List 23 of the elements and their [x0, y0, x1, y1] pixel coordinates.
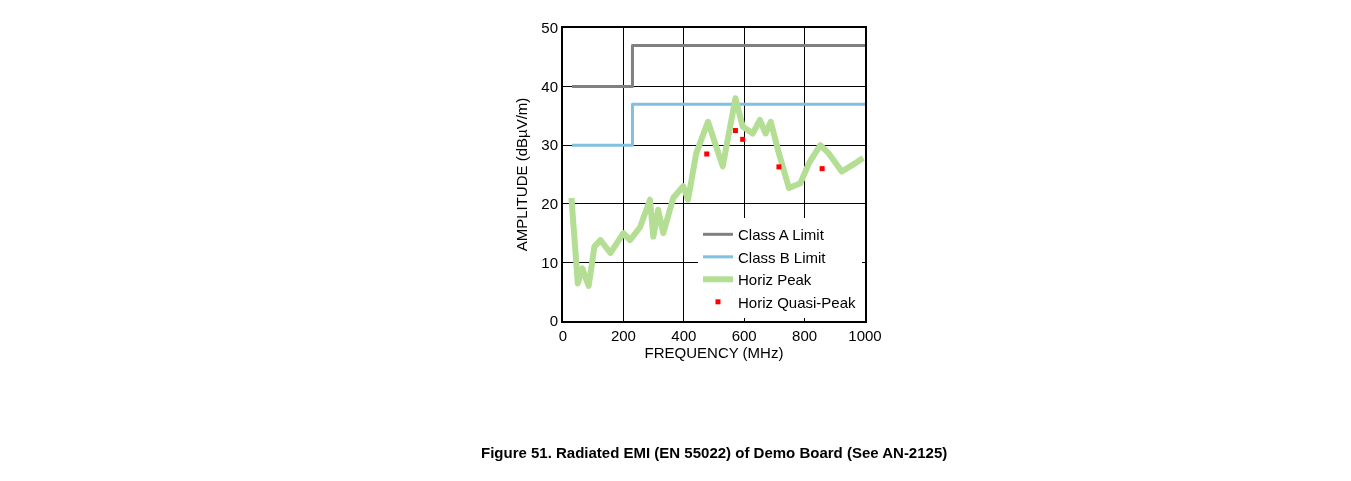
x-tick-label: 1000	[848, 327, 882, 344]
x-axis-title: FREQUENCY (MHz)	[644, 344, 784, 361]
legend-label: Class B Limit	[737, 248, 827, 266]
caption: Figure 51. Radiated EMI (EN 55022) of Demo Board (See AN-2125)	[481, 444, 948, 461]
y-tick-label: 40	[541, 77, 558, 95]
x-tick-label: 200	[610, 327, 636, 344]
x-tick-label: 400	[671, 327, 697, 344]
y-tick-label: 20	[541, 195, 558, 213]
legend-label: Class A Limit	[737, 226, 825, 244]
x-tick-label: 800	[792, 327, 818, 344]
y-tick-label: 10	[541, 253, 558, 271]
point	[704, 151, 710, 157]
y-tick-label: 50	[541, 19, 558, 37]
point	[776, 164, 782, 170]
y-tick-label: 0	[549, 312, 558, 330]
legend-label: Horiz Peak	[737, 271, 812, 289]
x-tick-label: 600	[731, 327, 757, 344]
point	[732, 128, 738, 134]
y-tick-label: 30	[541, 136, 558, 154]
point	[740, 136, 746, 142]
y-axis-title: AMPLITUDE (dBµV/m)	[513, 97, 531, 252]
legend-label: Horiz Quasi-Peak	[737, 293, 857, 311]
point	[819, 166, 825, 172]
